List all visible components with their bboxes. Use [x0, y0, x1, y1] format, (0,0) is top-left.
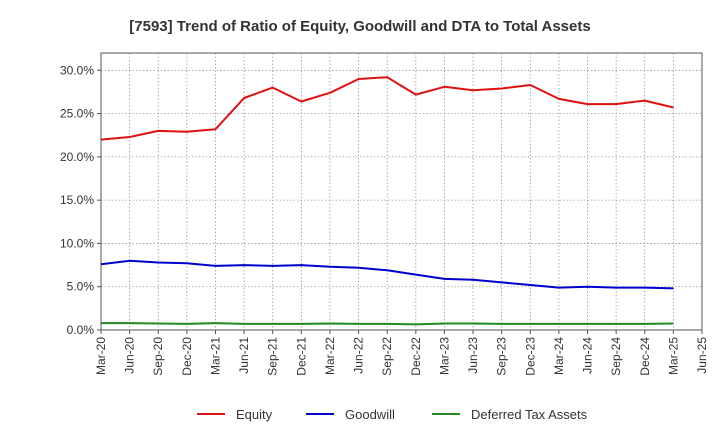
chart-title: [7593] Trend of Ratio of Equity, Goodwil…	[129, 18, 590, 35]
x-tick-label: Sep-22	[380, 337, 394, 376]
y-tick-label: 5.0%	[67, 280, 95, 294]
x-tick-label: Mar-21	[208, 337, 222, 375]
y-tick-label: 10.0%	[60, 236, 94, 250]
series-line-equity	[100, 76, 674, 141]
plot-area-frame	[100, 52, 703, 331]
x-tick-label: Sep-20	[151, 337, 165, 376]
y-tick-label: 0.0%	[67, 323, 95, 337]
x-tick-label: Dec-21	[294, 337, 308, 376]
y-tick-label: 15.0%	[60, 193, 94, 207]
x-tick-label: Mar-24	[552, 337, 566, 375]
x-tick-label: Dec-20	[180, 337, 194, 376]
x-tick-label: Jun-22	[352, 337, 366, 374]
series-line-deferred-tax-assets	[101, 322, 674, 326]
x-axis: Mar-20 Jun-20 Sep-20 Dec-20 Mar-21 Jun-21 Sep-…	[94, 330, 709, 376]
x-tick-label: Sep-24	[609, 337, 623, 376]
x-tick-label: Mar-20	[94, 337, 108, 375]
x-tick-label: Jun-21	[237, 337, 251, 374]
x-tick-label: Sep-21	[266, 337, 280, 376]
x-tick-label: Sep-23	[495, 337, 509, 376]
legend-label-deferred-tax-assets: Deferred Tax Assets	[471, 407, 588, 422]
y-tick-label: 20.0%	[60, 150, 94, 164]
legend-label-equity: Equity	[236, 407, 273, 422]
y-axis: 0.0% 5.0% 10.0% 15.0% 20.0% 25.0% 30.0%	[60, 63, 101, 337]
series-lines	[100, 76, 674, 326]
x-tick-label: Dec-22	[409, 337, 423, 376]
x-tick-label: Mar-23	[437, 337, 451, 375]
x-tick-label: Dec-24	[638, 337, 652, 376]
y-tick-label: 30.0%	[60, 63, 94, 77]
y-tick-label: 25.0%	[60, 107, 94, 121]
x-tick-label: Jun-25	[695, 337, 709, 374]
x-tick-label: Dec-23	[523, 337, 537, 376]
x-tick-label: Mar-22	[323, 337, 337, 375]
legend: Equity Goodwill Deferred Tax Assets	[197, 407, 588, 422]
x-tick-label: Jun-23	[466, 337, 480, 374]
series-line-goodwill	[100, 259, 674, 290]
x-tick-label: Jun-20	[123, 337, 137, 374]
x-tick-label: Jun-24	[581, 337, 595, 374]
x-tick-label: Mar-25	[666, 337, 680, 375]
legend-label-goodwill: Goodwill	[345, 407, 395, 422]
